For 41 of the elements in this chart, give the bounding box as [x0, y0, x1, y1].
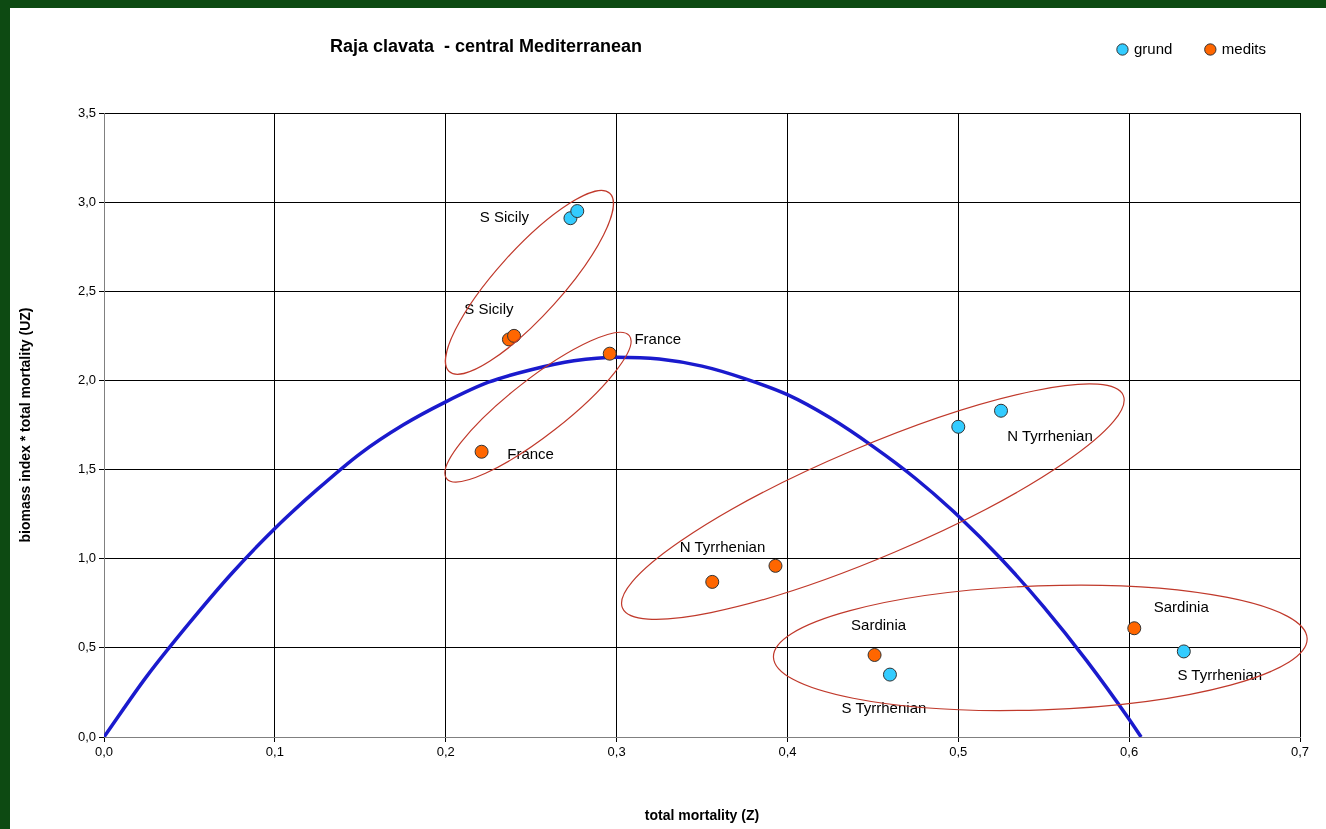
y-tick-label: 3,5 — [77, 104, 96, 120]
y-tick-label: 3,0 — [77, 193, 96, 209]
y-tick-label: 2,5 — [77, 282, 96, 298]
annotation: N Tyrrhenian — [1007, 426, 1093, 444]
x-tick-label: 0,4 — [778, 744, 797, 760]
point — [602, 346, 617, 361]
point — [570, 204, 585, 219]
x-axis-title: total mortality (Z) — [644, 807, 760, 824]
point — [867, 647, 882, 662]
y-tick-label: 0,5 — [77, 639, 96, 655]
annotation: S Sicily — [479, 208, 530, 226]
y-tick-label: 2,0 — [77, 372, 96, 388]
x-tick-label: 0,1 — [265, 744, 284, 760]
x-tick-label: 0,5 — [949, 744, 968, 760]
point — [882, 667, 897, 682]
y-tick-label: 0,0 — [77, 728, 96, 744]
point — [994, 403, 1008, 418]
chart-title: Raja clavata - central Mediterranean — [329, 35, 643, 56]
annotation: S Tyrrhenian — [841, 698, 927, 716]
y-tick-label: 1,5 — [77, 461, 96, 477]
point — [1127, 621, 1142, 636]
annotation: N Tyrrhenian — [679, 537, 766, 555]
point — [1176, 644, 1191, 659]
annotation: S Tyrrhenian — [1177, 665, 1263, 683]
point — [705, 574, 720, 589]
point — [474, 444, 489, 459]
legend-label: grund — [1133, 39, 1173, 57]
y-tick-label: 1,0 — [77, 550, 96, 566]
x-tick-label: 0,7 — [1290, 744, 1310, 760]
annotation: France — [634, 329, 682, 347]
point — [768, 558, 783, 573]
x-tick-label: 0,0 — [94, 744, 114, 760]
x-tick-label: 0,3 — [607, 744, 626, 760]
legend-label: medits — [1221, 39, 1267, 57]
x-tick-label: 0,2 — [436, 744, 455, 760]
point — [507, 328, 522, 343]
annotation: Sardinia — [851, 616, 907, 634]
annotation: Sardinia — [1153, 598, 1210, 616]
y-axis-title: biomass index * total mortality (UZ) — [17, 307, 34, 543]
point — [951, 419, 966, 434]
x-tick-label: 0,6 — [1120, 744, 1139, 760]
